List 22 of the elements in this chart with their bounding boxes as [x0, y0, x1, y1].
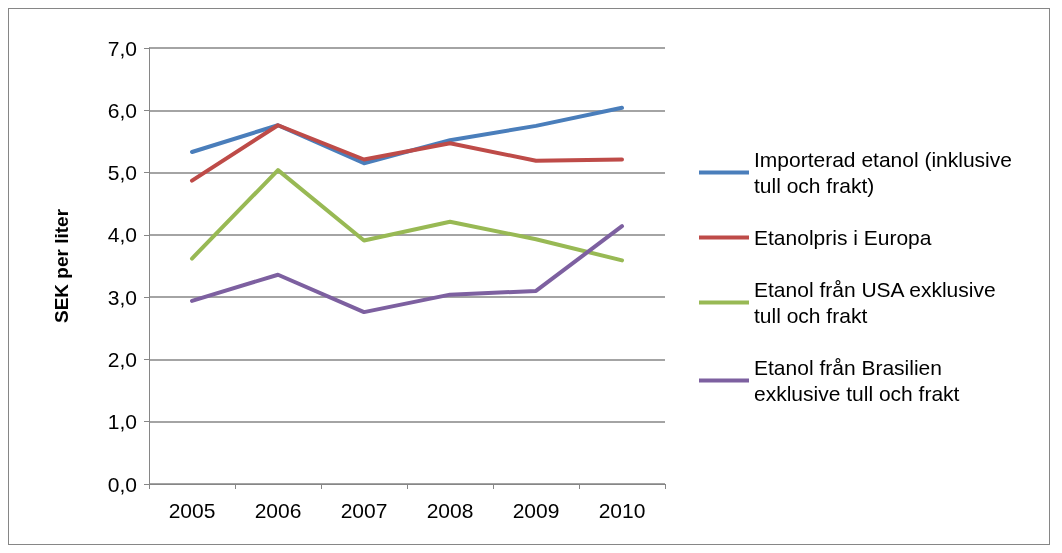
x-tick-label: 2005 — [168, 499, 216, 522]
y-tick-label: 6,0 — [107, 98, 137, 122]
y-axis-title: SEK per liter — [51, 208, 72, 324]
x-tick-label: 2006 — [254, 499, 302, 522]
y-tick-label: 4,0 — [107, 223, 137, 247]
legend-label: Etanol från USA exklusive tull och frakt — [754, 278, 1002, 327]
y-tick-label: 2,0 — [107, 347, 137, 371]
y-tick-label: 0,0 — [107, 472, 137, 496]
x-tick-label: 2009 — [512, 499, 560, 522]
x-tick-label: 2008 — [426, 499, 474, 522]
legend-label: Etanolpris i Europa — [754, 226, 932, 249]
x-tick-label: 2007 — [340, 499, 388, 522]
x-tick-label: 2010 — [598, 499, 646, 522]
legend-label: Importerad etanol (inklusive tull och frakt) — [754, 148, 1018, 197]
y-tick-label: 7,0 — [107, 36, 137, 60]
line-series — [190, 123, 624, 183]
y-tick-label: 5,0 — [107, 161, 137, 185]
legend-label: Etanol från Brasilien exklusive tull och frakt — [754, 356, 960, 405]
line-series — [190, 168, 624, 263]
y-tick-label: 1,0 — [107, 410, 137, 434]
y-tick-label: 3,0 — [107, 285, 137, 309]
line-series — [190, 224, 624, 315]
